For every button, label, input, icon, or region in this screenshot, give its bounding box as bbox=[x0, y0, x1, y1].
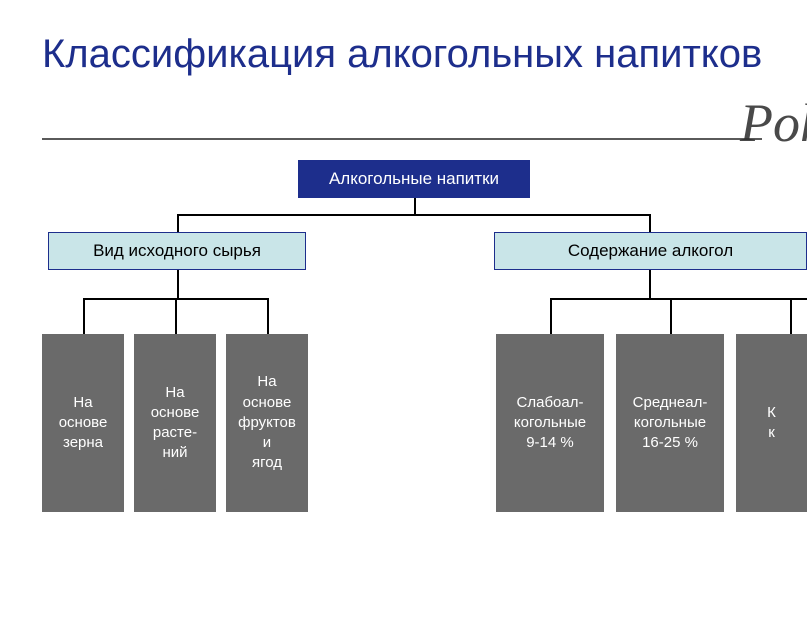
leaf-node: На основе зерна bbox=[42, 334, 124, 512]
connector-line bbox=[649, 270, 651, 298]
leaf-node: К к bbox=[736, 334, 807, 512]
connector-line bbox=[177, 214, 179, 232]
connector-line bbox=[177, 214, 651, 216]
leaf-node: Слабоал- когольные 9-14 % bbox=[496, 334, 604, 512]
connector-line bbox=[790, 298, 792, 334]
connector-line bbox=[177, 270, 179, 298]
connector-line bbox=[670, 298, 672, 334]
connector-line bbox=[83, 298, 85, 334]
leaf-node: На основе фруктов и ягод bbox=[226, 334, 308, 512]
connector-line bbox=[649, 214, 651, 232]
leaf-node: Среднеал- когольные 16-25 % bbox=[616, 334, 724, 512]
root-node: Алкогольные напитки bbox=[298, 160, 530, 198]
title-underline bbox=[42, 138, 762, 140]
category-node: Содержание алкогол bbox=[494, 232, 807, 270]
connector-line bbox=[550, 298, 807, 300]
leaf-node: На основе расте- ний bbox=[134, 334, 216, 512]
connector-line bbox=[414, 198, 416, 214]
connector-line bbox=[550, 298, 552, 334]
category-node: Вид исходного сырья bbox=[48, 232, 306, 270]
connector-line bbox=[267, 298, 269, 334]
watermark-text: Poh bbox=[740, 92, 807, 154]
page-title: Классификация алкогольных напитков bbox=[0, 0, 807, 80]
connector-line bbox=[175, 298, 177, 334]
